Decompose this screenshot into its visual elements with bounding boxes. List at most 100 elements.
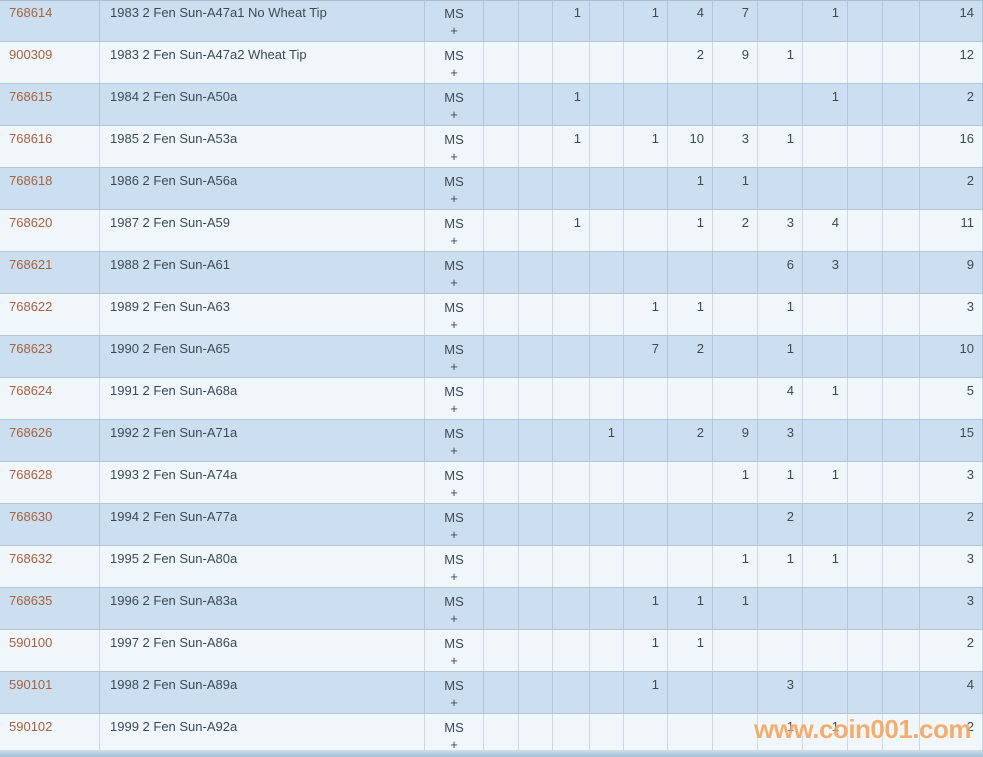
grade-count-cell: 1 (758, 546, 803, 587)
grade-count-cell: 2 (713, 210, 758, 251)
grade-count-cell: 1 (758, 462, 803, 503)
catalog-number-link[interactable]: 768622 (9, 299, 53, 314)
coin-description: 1985 2 Fen Sun-A53a (100, 126, 425, 167)
total-count-cell: 11 (920, 210, 983, 251)
table-row: 768623 1990 2 Fen Sun-A65 MS +7 2 1 10 (0, 336, 983, 378)
grade-count-cell (758, 84, 803, 125)
grade-count-cell (883, 252, 920, 293)
grade-count-cell: 1 (803, 84, 848, 125)
grade-count-cell: 10 (668, 126, 713, 167)
grade-count-cell: 1 (713, 168, 758, 209)
grade-count-cell (713, 504, 758, 545)
grade-count-cell (484, 126, 519, 167)
grade-count-cell: 1 (553, 84, 590, 125)
coin-description: 1990 2 Fen Sun-A65 (100, 336, 425, 377)
catalog-number-link[interactable]: 590102 (9, 719, 53, 734)
catalog-number-cell: 768632 (0, 546, 100, 587)
grade-count-cell (848, 210, 883, 251)
plus-designation-label: + (450, 317, 458, 332)
catalog-number-link[interactable]: 768616 (9, 131, 53, 146)
grade-count-cell (803, 504, 848, 545)
grade-count-cell (519, 630, 553, 671)
grade-count-cell (484, 420, 519, 461)
grade-count-cell (883, 84, 920, 125)
catalog-number-link[interactable]: 768618 (9, 173, 53, 188)
grade-designation-cell: MS + (425, 630, 484, 671)
grade-count-cell: 1 (668, 210, 713, 251)
grade-count-cell: 1 (624, 630, 668, 671)
catalog-number-cell: 768621 (0, 252, 100, 293)
grade-count-cell (624, 210, 668, 251)
catalog-number-link[interactable]: 768620 (9, 215, 53, 230)
coin-description: 1988 2 Fen Sun-A61 (100, 252, 425, 293)
grade-count-cell (803, 630, 848, 671)
grade-count-cell: 1 (624, 0, 668, 41)
grade-count-cell (848, 0, 883, 41)
grade-count-cell (519, 42, 553, 83)
plus-designation-label: + (450, 737, 458, 752)
total-count-cell: 9 (920, 252, 983, 293)
catalog-number-link[interactable]: 768626 (9, 425, 53, 440)
table-row: 590100 1997 2 Fen Sun-A86a MS +1 1 2 (0, 630, 983, 672)
catalog-number-link[interactable]: 768628 (9, 467, 53, 482)
grade-count-cell (803, 42, 848, 83)
catalog-number-link[interactable]: 768615 (9, 89, 53, 104)
grade-count-cell (803, 126, 848, 167)
catalog-number-link[interactable]: 768632 (9, 551, 53, 566)
catalog-number-link[interactable]: 590101 (9, 677, 53, 692)
catalog-number-link[interactable]: 768614 (9, 5, 53, 20)
grade-count-cell (848, 630, 883, 671)
grade-count-cell (713, 252, 758, 293)
grade-count-cell: 9 (713, 42, 758, 83)
grade-count-cell (848, 126, 883, 167)
catalog-number-link[interactable]: 768630 (9, 509, 53, 524)
grade-count-cell (668, 504, 713, 545)
catalog-number-cell: 590101 (0, 672, 100, 713)
catalog-number-link[interactable]: 768624 (9, 383, 53, 398)
grade-label: MS (444, 216, 464, 231)
catalog-number-link[interactable]: 768623 (9, 341, 53, 356)
catalog-number-link[interactable]: 768635 (9, 593, 53, 608)
grade-count-cell (803, 588, 848, 629)
grade-count-cell (553, 252, 590, 293)
plus-designation-label: + (450, 23, 458, 38)
table-row: 590102 1999 2 Fen Sun-A92a MS +1 1 2 (0, 714, 983, 756)
grade-designation-cell: MS + (425, 126, 484, 167)
plus-designation-label: + (450, 443, 458, 458)
grade-count-cell: 9 (713, 420, 758, 461)
grade-count-cell (484, 630, 519, 671)
grade-count-cell (883, 168, 920, 209)
grade-count-cell (803, 294, 848, 335)
grade-count-cell (519, 126, 553, 167)
grade-designation-cell: MS + (425, 0, 484, 41)
grade-count-cell (848, 378, 883, 419)
grade-count-cell (553, 504, 590, 545)
grade-count-cell (713, 714, 758, 755)
grade-count-cell: 1 (553, 126, 590, 167)
grade-count-cell (484, 84, 519, 125)
total-count-cell: 2 (920, 504, 983, 545)
grade-count-cell: 1 (624, 294, 668, 335)
coin-description: 1999 2 Fen Sun-A92a (100, 714, 425, 755)
grade-count-cell (519, 210, 553, 251)
total-count-cell: 12 (920, 42, 983, 83)
grade-count-cell (624, 168, 668, 209)
grade-count-cell: 4 (758, 378, 803, 419)
grade-designation-cell: MS + (425, 210, 484, 251)
grade-designation-cell: MS + (425, 588, 484, 629)
catalog-number-link[interactable]: 590100 (9, 635, 53, 650)
grade-count-cell: 6 (758, 252, 803, 293)
catalog-number-link[interactable]: 900309 (9, 47, 53, 62)
coin-description: 1998 2 Fen Sun-A89a (100, 672, 425, 713)
grade-count-cell (803, 168, 848, 209)
catalog-number-link[interactable]: 768621 (9, 257, 53, 272)
grade-count-cell (624, 714, 668, 755)
table-row: 768632 1995 2 Fen Sun-A80a MS +1 1 1 3 (0, 546, 983, 588)
grade-count-cell (668, 546, 713, 587)
grade-count-cell (590, 588, 624, 629)
table-row: 768621 1988 2 Fen Sun-A61 MS +6 3 9 (0, 252, 983, 294)
table-top-border (0, 0, 983, 1)
coin-description: 1995 2 Fen Sun-A80a (100, 546, 425, 587)
total-count-cell: 10 (920, 336, 983, 377)
grade-count-cell (883, 294, 920, 335)
